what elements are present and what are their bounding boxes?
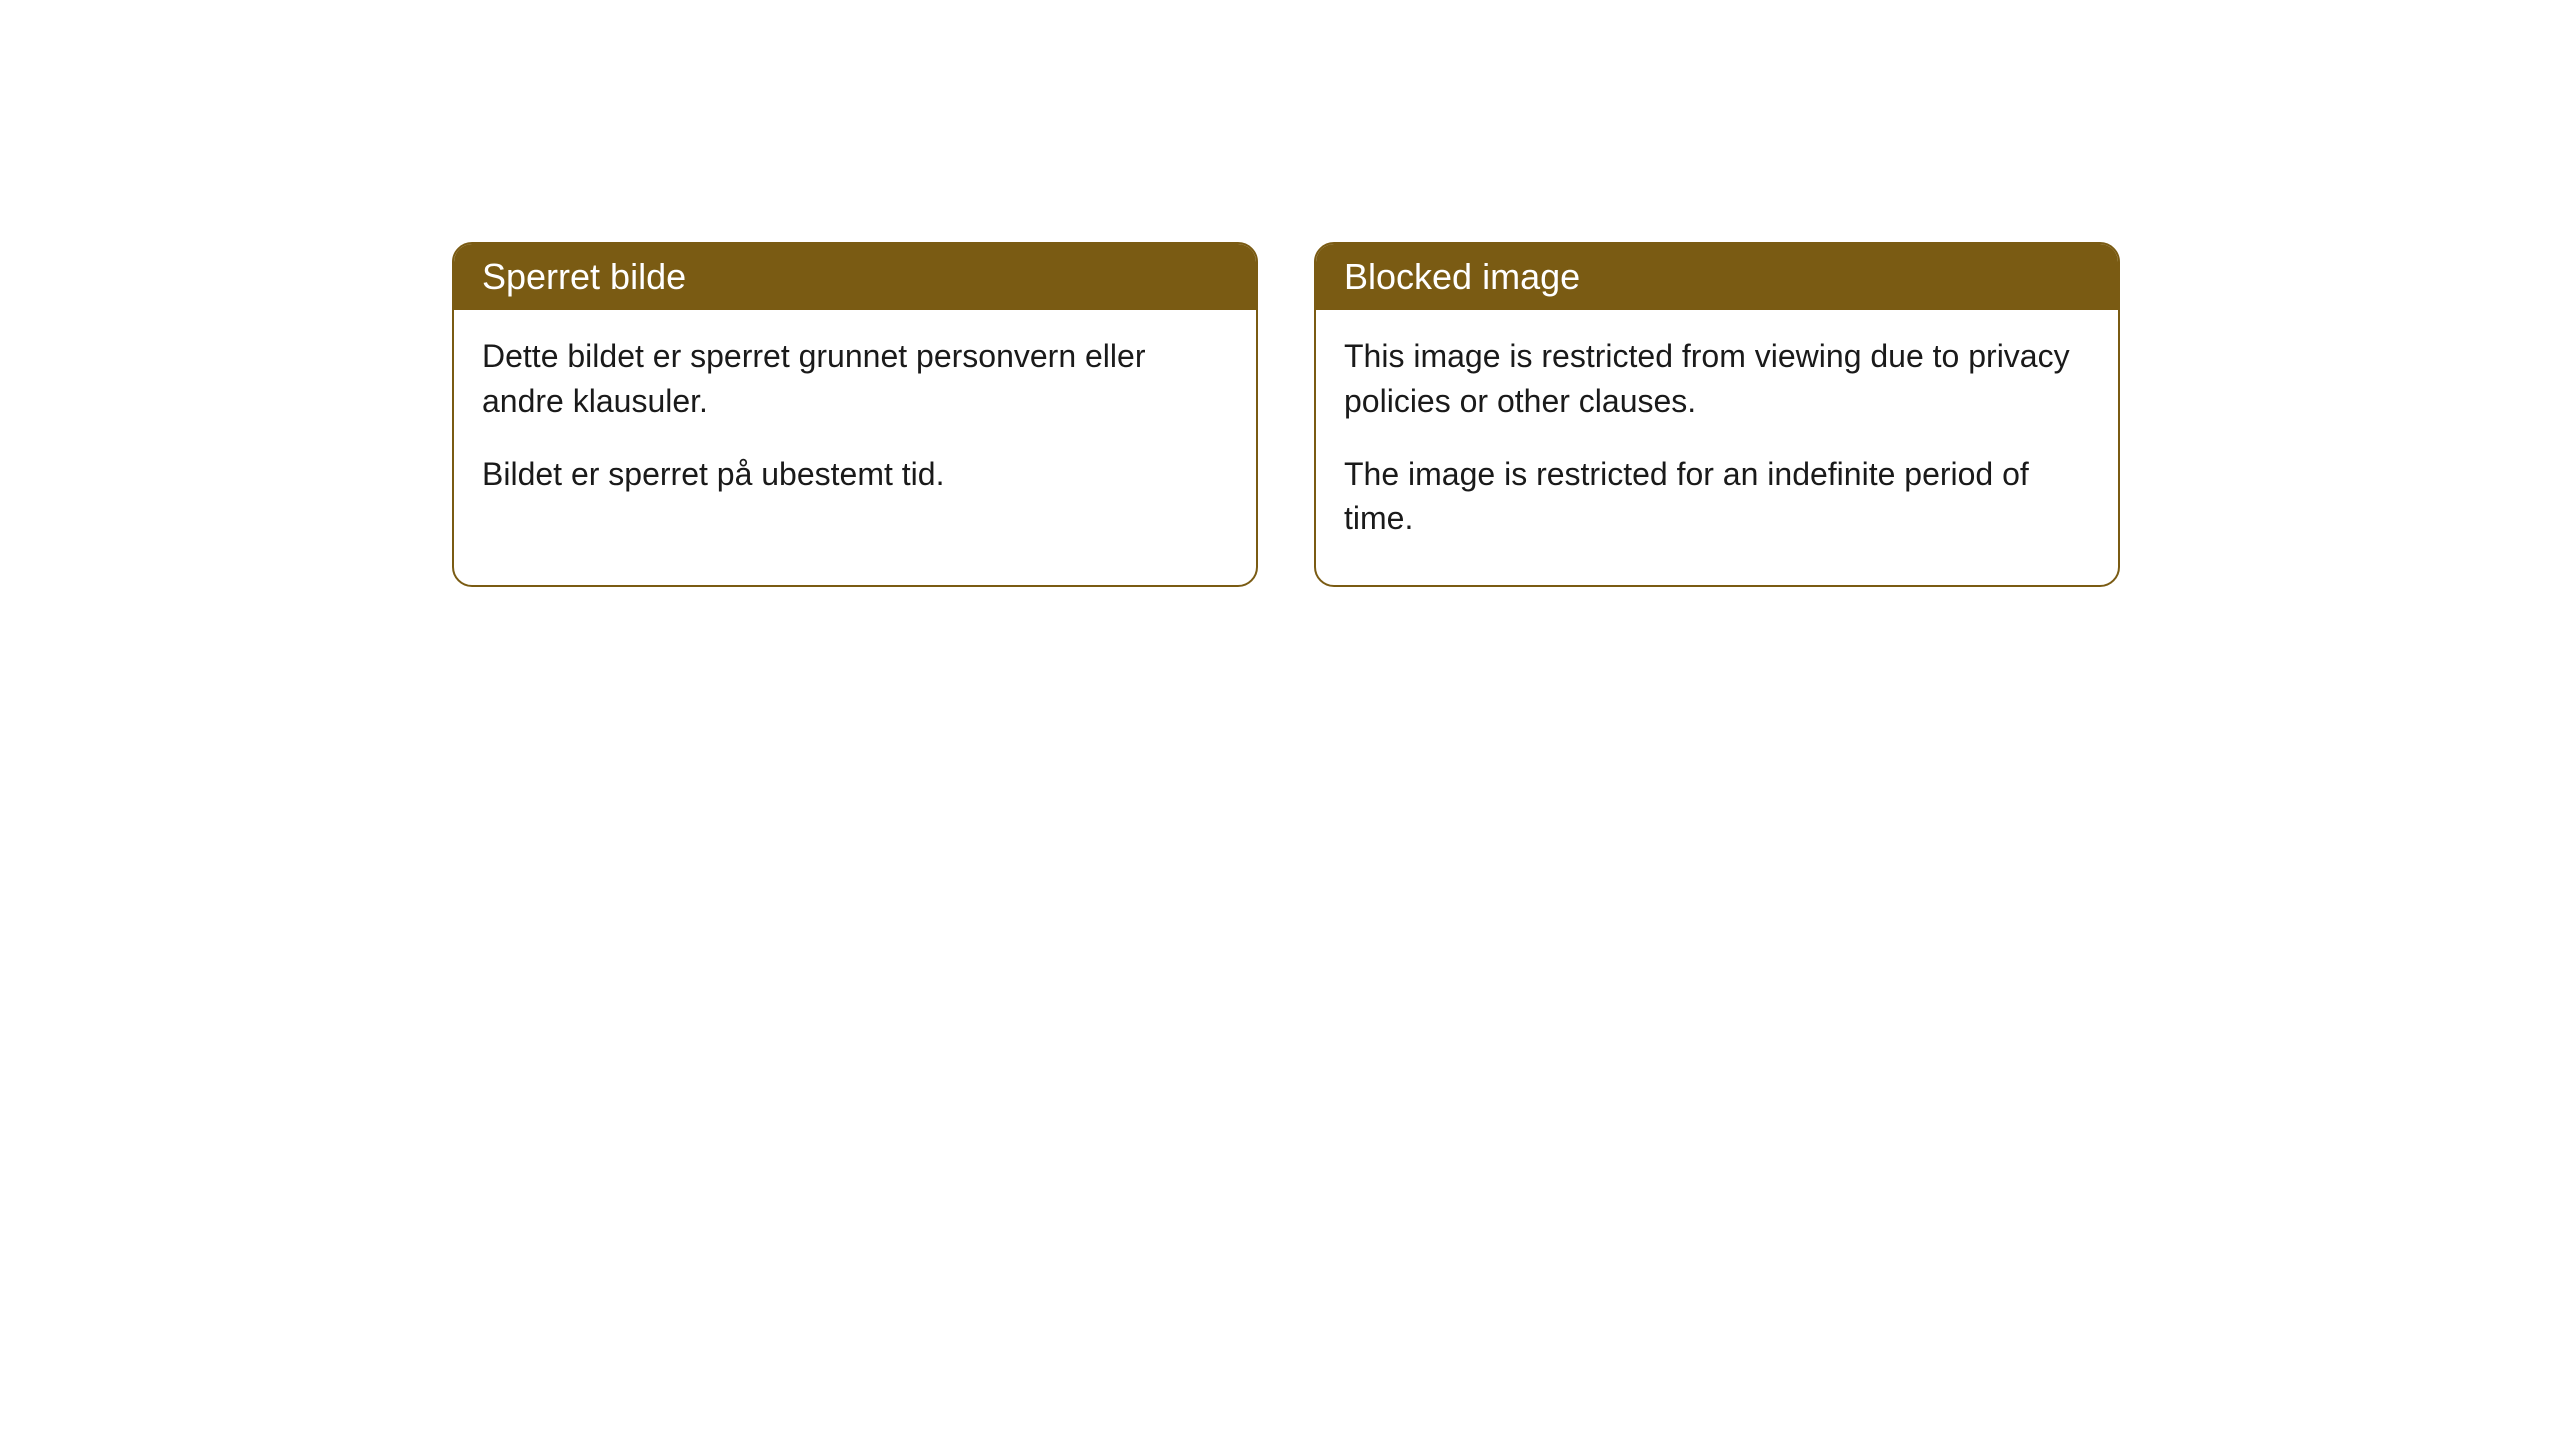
card-title: Sperret bilde [482,256,686,297]
card-paragraph: The image is restricted for an indefinit… [1344,452,2090,542]
notice-card-english: Blocked image This image is restricted f… [1314,242,2120,587]
notice-container: Sperret bilde Dette bildet er sperret gr… [0,0,2560,587]
card-body: This image is restricted from viewing du… [1316,310,2118,585]
card-paragraph: Dette bildet er sperret grunnet personve… [482,334,1228,424]
card-header: Sperret bilde [454,244,1256,310]
card-title: Blocked image [1344,256,1580,297]
notice-card-norwegian: Sperret bilde Dette bildet er sperret gr… [452,242,1258,587]
card-body: Dette bildet er sperret grunnet personve… [454,310,1256,540]
card-paragraph: This image is restricted from viewing du… [1344,334,2090,424]
card-header: Blocked image [1316,244,2118,310]
card-paragraph: Bildet er sperret på ubestemt tid. [482,452,1228,497]
